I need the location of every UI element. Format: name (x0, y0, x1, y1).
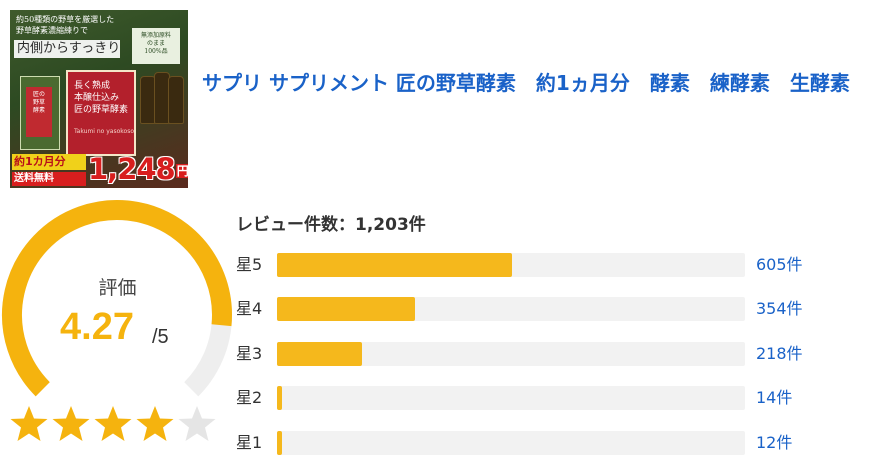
rating-bar-fill (277, 342, 362, 366)
star-filled-icon (52, 406, 90, 441)
rating-gauge-fill (2, 200, 232, 397)
rating-bar-fill (277, 431, 282, 455)
rating-row-label: 星1 (236, 433, 263, 452)
rating-bar-track (277, 431, 745, 455)
star-filled-icon (94, 406, 132, 441)
rating-row-4: 星4 354件 (236, 297, 846, 321)
rating-row-label: 星3 (236, 344, 263, 363)
supply-badge: 約1カ月分 (12, 154, 86, 170)
rating-gauge: 評価 4.27 /5 (0, 198, 235, 398)
rating-max: /5 (152, 326, 169, 348)
price-value: 1,248 (88, 152, 176, 186)
price-unit: 円 (175, 164, 188, 178)
rating-row-count-link[interactable]: 14件 (756, 388, 793, 407)
product-image-price: 1,248 円 (88, 152, 188, 188)
rating-bar-track (277, 342, 745, 366)
rating-row-count-link[interactable]: 605件 (756, 255, 803, 274)
rating-row-count-link[interactable]: 354件 (756, 299, 803, 318)
rating-bar-track (277, 297, 745, 321)
rating-score: 4.27 (60, 306, 134, 348)
rating-bar-fill (277, 297, 415, 321)
side-package-label: 匠の 野草 酵素 (26, 87, 52, 137)
additive-free-seal: 無添加原料 のまま 100%品 (132, 28, 180, 64)
side-package-illustration: 匠の 野草 酵素 (20, 76, 60, 150)
star-filled-icon (136, 406, 174, 441)
product-image-headline: 内側からすっきり (14, 40, 120, 58)
rating-label: 評価 (98, 277, 137, 299)
star-empty-icon (178, 406, 216, 441)
rating-row-count-link[interactable]: 12件 (756, 433, 793, 452)
rating-row-5: 星5 605件 (236, 253, 846, 277)
rating-bar-track (277, 386, 745, 410)
product-image[interactable]: 約50種類の野草を厳選した 野草酵素濃縮練りで 内側からすっきり 無添加原料 の… (10, 10, 188, 188)
package-illustration: 長く熟成 本醸仕込み 匠の野草酵素 Takumi no yasokoso (66, 70, 136, 156)
rating-row-label: 星5 (236, 255, 263, 274)
rating-row-label: 星4 (236, 299, 263, 318)
rating-gauge-ring (2, 200, 232, 397)
rating-bar-fill (277, 386, 283, 410)
package-subtext: Takumi no yasokoso (74, 128, 134, 135)
rating-row-2: 星2 14件 (236, 386, 846, 410)
free-shipping-badge: 送料無料 (12, 172, 86, 186)
rating-bar-track (277, 253, 745, 277)
rating-row-count-link[interactable]: 218件 (756, 344, 803, 363)
rating-row-label: 星2 (236, 388, 263, 407)
rating-bar-fill (277, 253, 513, 277)
product-title-link[interactable]: サプリ サプリメント 匠の野草酵素 約1ヵ月分 酵素 練酵素 生酵素 (202, 71, 850, 95)
package-text: 長く熟成 本醸仕込み 匠の野草酵素 (74, 81, 129, 115)
product-image-caption: 約50種類の野草を厳選した 野草酵素濃縮練りで (16, 15, 115, 35)
bottles-illustration (138, 72, 184, 124)
rating-row-1: 星1 12件 (236, 431, 846, 455)
star-filled-icon (10, 406, 48, 441)
rating-row-3: 星3 218件 (236, 342, 846, 366)
review-count: レビュー件数：1,203件 (236, 215, 426, 235)
